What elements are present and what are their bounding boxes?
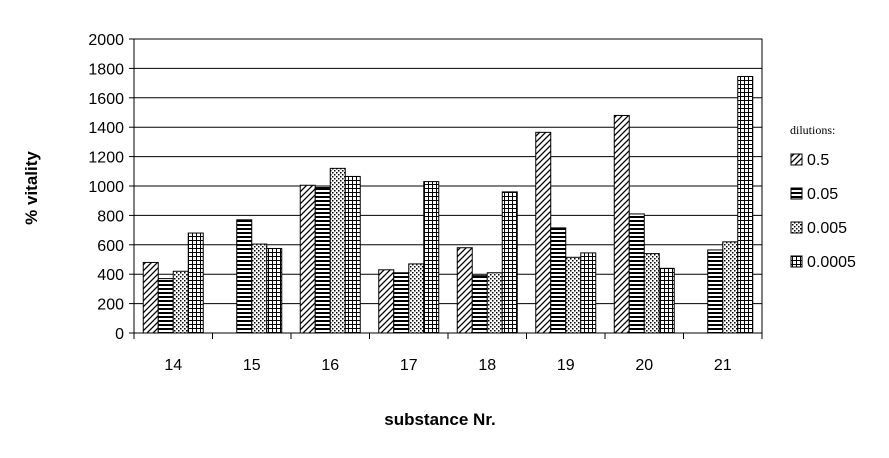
bar-15-series-3 bbox=[251, 243, 268, 334]
bar-18-series-4 bbox=[501, 191, 518, 334]
x-tick-label: 14 bbox=[164, 357, 182, 374]
y-tick-label: 1600 bbox=[88, 91, 124, 108]
bar-16-series-2 bbox=[314, 186, 331, 334]
bar-19-series-3 bbox=[565, 256, 582, 334]
y-tick-label: 1200 bbox=[88, 150, 124, 167]
bar-18-series-3 bbox=[486, 272, 503, 334]
x-tick-label: 19 bbox=[557, 357, 575, 374]
bar-17-series-3 bbox=[408, 263, 425, 334]
bar-15-series-4 bbox=[266, 247, 283, 334]
x-tick-label: 15 bbox=[243, 357, 261, 374]
legend-swatch-series-4 bbox=[790, 255, 803, 268]
legend-label-series-3: 0.005 bbox=[807, 220, 847, 237]
y-tick-label: 600 bbox=[97, 238, 124, 255]
bar-14-series-2 bbox=[157, 278, 174, 334]
bar-20-series-3 bbox=[643, 253, 660, 334]
y-axis-title: % vitality bbox=[22, 151, 41, 225]
y-tick-label: 1800 bbox=[88, 61, 124, 78]
bar-14-series-1 bbox=[142, 261, 159, 334]
bar-20-series-4 bbox=[658, 267, 675, 334]
x-tick-label: 16 bbox=[321, 357, 339, 374]
axes bbox=[129, 38, 763, 339]
bar-17-series-2 bbox=[393, 272, 410, 334]
y-tick-label: 1400 bbox=[88, 120, 124, 137]
legend-label-series-2: 0.05 bbox=[807, 186, 838, 203]
bar-16-series-3 bbox=[329, 167, 346, 334]
x-tick-label: 17 bbox=[400, 357, 418, 374]
legend-label-series-4: 0.0005 bbox=[807, 254, 856, 271]
x-tick-label: 20 bbox=[635, 357, 653, 374]
x-tick-label: 18 bbox=[478, 357, 496, 374]
legend-swatch-series-2 bbox=[790, 187, 803, 200]
bar-18-series-2 bbox=[471, 275, 488, 334]
y-tick-label: 0 bbox=[115, 326, 124, 343]
bar-14-series-4 bbox=[187, 232, 204, 334]
y-tick-label: 800 bbox=[97, 208, 124, 225]
x-tick-label: 21 bbox=[714, 357, 732, 374]
bar-19-series-1 bbox=[535, 131, 552, 334]
bar-21-series-3 bbox=[722, 241, 739, 334]
bar-20-series-2 bbox=[628, 213, 645, 334]
bar-17-series-4 bbox=[423, 181, 440, 334]
gridlines bbox=[134, 38, 762, 305]
bar-18-series-1 bbox=[456, 247, 473, 334]
bars bbox=[142, 75, 754, 334]
y-tick-label: 200 bbox=[97, 297, 124, 314]
bar-17-series-1 bbox=[378, 269, 395, 334]
x-axis-title: substance Nr. bbox=[384, 410, 496, 429]
bar-20-series-1 bbox=[613, 114, 630, 334]
legend-swatch-series-3 bbox=[790, 221, 803, 234]
legend-title: dilutions: bbox=[790, 123, 835, 137]
y-tick-label: 400 bbox=[97, 267, 124, 284]
legend-label-series-1: 0.5 bbox=[807, 152, 829, 169]
bar-21-series-4 bbox=[737, 75, 754, 334]
bar-15-series-2 bbox=[236, 219, 253, 334]
y-tick-label: 1000 bbox=[88, 179, 124, 196]
bar-14-series-3 bbox=[172, 270, 189, 334]
bar-16-series-4 bbox=[344, 175, 361, 334]
legend: dilutions: 0.5 0.05 0.005 0.0005 bbox=[790, 123, 856, 271]
bar-19-series-4 bbox=[580, 252, 597, 334]
legend-swatch-series-1 bbox=[790, 153, 803, 166]
y-tick-label: 2000 bbox=[88, 32, 124, 49]
bar-21-series-2 bbox=[707, 249, 724, 334]
bar-19-series-2 bbox=[550, 227, 567, 334]
bar-16-series-1 bbox=[299, 184, 316, 334]
tick-labels: 0 200 400 600 800 1000 1200 1400 1600 1800 2000 14 1… bbox=[88, 32, 731, 374]
